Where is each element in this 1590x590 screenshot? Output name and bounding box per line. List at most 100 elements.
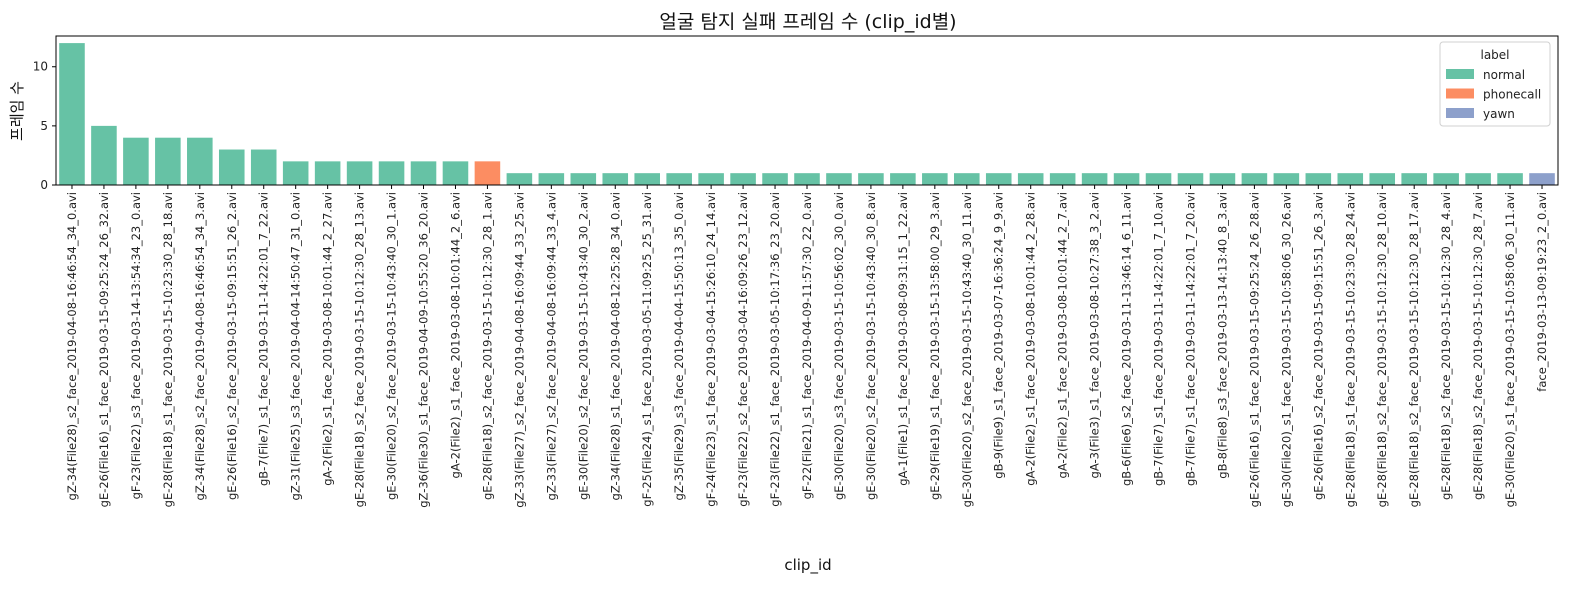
x-tick-label: gE-26(File16)_s2_face_2019-03-15-09:15:5…	[1311, 192, 1325, 500]
x-tick-label: gE-28(File18)_s2_face_2019-03-15-10:12:3…	[353, 192, 367, 507]
bar	[1049, 173, 1076, 185]
x-tick-label: gZ-34(File28)_s1_face_2019-04-08-12:25:2…	[608, 192, 622, 500]
bar	[666, 173, 692, 185]
x-tick-label: gA-2(File2)_s1_face_2019-03-08-10:01:44_…	[1056, 192, 1070, 478]
x-tick-label: gF-22(File21)_s1_face_2019-04-09-11:57:3…	[800, 192, 814, 499]
x-tick-label: gE-29(File19)_s1_face_2019-03-15-13:58:0…	[928, 192, 942, 500]
x-tick-label: gZ-33(File27)_s2_face_2019-04-08-16:09:4…	[544, 192, 558, 500]
x-tick-label: gE-28(File18)_s1_face_2019-03-15-10:23:3…	[1343, 192, 1357, 507]
x-tick-label: gE-26(File16)_s1_face_2019-03-15-09:25:2…	[97, 192, 111, 507]
x-tick-label: gF-23(File22)_s2_face_2019-03-04-16:09:2…	[736, 192, 750, 507]
bar	[59, 43, 85, 185]
x-ticks-group: gZ-34(File28)_s2_face_2019-04-08-16:46:5…	[65, 185, 1549, 508]
x-tick-label: gE-26(File16)_s2_face_2019-03-15-09:15:5…	[225, 192, 239, 500]
bar	[634, 173, 660, 185]
bar	[1465, 173, 1491, 185]
x-tick-label: gE-26(File16)_s1_face_2019-03-15-09:25:2…	[1247, 192, 1261, 507]
bar	[1241, 173, 1268, 185]
chart-title: 얼굴 탐지 실패 프레임 수 (clip_id별)	[659, 11, 956, 33]
bar	[1369, 173, 1396, 185]
x-tick-label: gE-28(File18)_s2_face_2019-03-15-10:12:3…	[1375, 192, 1389, 507]
x-tick-label: gZ-35(File29)_s3_face_2019-04-04-15:50:1…	[672, 192, 686, 500]
bar	[698, 173, 724, 185]
x-tick-label: gE-30(File20)_s1_face_2019-03-15-10:58:0…	[1279, 192, 1293, 507]
bar	[1497, 173, 1523, 185]
bar	[954, 173, 980, 185]
bar	[570, 173, 597, 185]
legend-title: label	[1480, 48, 1509, 62]
x-tick-label: gB-9(File9)_s1_face_2019-03-07-16:36:24_…	[992, 192, 1006, 479]
bar	[442, 161, 469, 185]
y-tick-label: 0	[40, 178, 48, 192]
x-tick-label: gB-7(File7)_s1_face_2019-03-11-14:22:01_…	[257, 192, 271, 486]
bar	[922, 173, 948, 185]
bar	[506, 173, 533, 185]
x-tick-label: gF-24(File23)_s1_face_2019-03-04-15:26:1…	[704, 192, 718, 507]
bar	[1273, 173, 1300, 185]
bar	[155, 137, 181, 185]
legend-entry-label: yawn	[1483, 107, 1515, 121]
bar	[730, 173, 756, 185]
bar	[1305, 173, 1332, 185]
y-tick-label: 10	[33, 60, 48, 74]
x-tick-label: face_2019-03-13-09:19:23_2_0.avi	[1535, 192, 1549, 392]
bar	[410, 161, 437, 185]
bar	[1209, 173, 1236, 185]
bar	[218, 149, 245, 185]
bar	[1177, 173, 1204, 185]
bar	[762, 173, 788, 185]
y-ticks-group: 0 5 10	[33, 60, 56, 192]
bar	[602, 173, 629, 185]
bar	[346, 161, 373, 185]
bar	[1113, 173, 1140, 185]
legend-swatch	[1446, 108, 1474, 118]
y-tick-label: 5	[40, 119, 48, 133]
x-tick-label: gE-30(File20)_s1_face_2019-03-15-10:58:0…	[1503, 192, 1517, 507]
x-tick-label: gZ-34(File28)_s2_face_2019-04-08-16:46:5…	[193, 192, 207, 500]
legend: label normal phonecall yawn	[1439, 41, 1551, 127]
bar	[1529, 173, 1555, 185]
x-tick-label: gB-7(File7)_s1_face_2019-03-11-14:22:01_…	[1152, 192, 1166, 486]
x-tick-label: gA-3(File3)_s1_face_2019-03-08-10:27:38_…	[1088, 192, 1102, 478]
bar	[474, 161, 501, 185]
bar	[985, 173, 1012, 185]
x-tick-label: gB-6(File6)_s2_face_2019-03-11-13:46:14_…	[1120, 192, 1134, 486]
bar	[250, 149, 277, 185]
x-tick-label: gE-28(File18)_s2_face_2019-03-15-10:12:3…	[1439, 192, 1453, 500]
x-tick-label: gA-1(File1)_s1_face_2019-03-08-09:31:15_…	[896, 192, 910, 486]
plot-frame	[55, 35, 1559, 186]
x-tick-label: gE-30(File20)_s2_face_2019-03-15-10:43:4…	[385, 192, 399, 500]
x-tick-label: gA-2(File2)_s1_face_2019-03-08-10:01:44_…	[448, 192, 462, 478]
bar	[187, 137, 213, 185]
bar	[1433, 173, 1459, 185]
x-tick-label: gE-30(File20)_s3_face_2019-03-15-10:56:0…	[832, 192, 846, 500]
bar	[1337, 173, 1364, 185]
bar	[538, 173, 565, 185]
bar	[858, 173, 884, 185]
bar	[1081, 173, 1108, 185]
x-tick-label: gF-23(File22)_s3_face_2019-03-14-13:54:3…	[129, 192, 143, 499]
legend-entry-label: phonecall	[1483, 88, 1541, 102]
bar	[282, 161, 309, 185]
x-tick-label: gE-30(File20)_s2_face_2019-03-15-10:43:4…	[960, 192, 974, 507]
bar	[1017, 173, 1044, 185]
x-tick-label: gE-30(File20)_s2_face_2019-03-15-10:43:4…	[576, 192, 590, 500]
x-axis-label: clip_id	[784, 556, 831, 575]
x-tick-label: gA-2(File2)_s1_face_2019-03-08-10:01:44_…	[321, 192, 335, 486]
x-tick-label: gZ-33(File27)_s2_face_2019-04-08-16:09:4…	[512, 192, 526, 508]
x-tick-label: gZ-34(File28)_s2_face_2019-04-08-16:46:5…	[65, 192, 79, 500]
bar	[314, 161, 341, 185]
x-tick-label: gB-7(File7)_s1_face_2019-03-11-14:22:01_…	[1183, 192, 1197, 486]
x-tick-label: gE-28(File18)_s1_face_2019-03-15-10:23:3…	[161, 192, 175, 507]
legend-box	[1439, 41, 1551, 127]
x-tick-label: gE-30(File20)_s2_face_2019-03-15-10:43:4…	[864, 192, 878, 500]
x-tick-label: gF-25(File24)_s1_face_2019-03-05-11:09:2…	[640, 192, 654, 507]
bar	[794, 173, 820, 185]
legend-swatch	[1446, 69, 1474, 79]
x-tick-label: gE-28(File18)_s2_face_2019-03-15-10:12:3…	[1407, 192, 1421, 507]
bar	[890, 173, 916, 185]
bar	[378, 161, 405, 185]
bar	[91, 125, 117, 185]
x-tick-label: gB-8(File8)_s3_face_2019-03-13-14:13:40_…	[1215, 192, 1229, 479]
legend-swatch	[1446, 88, 1474, 99]
